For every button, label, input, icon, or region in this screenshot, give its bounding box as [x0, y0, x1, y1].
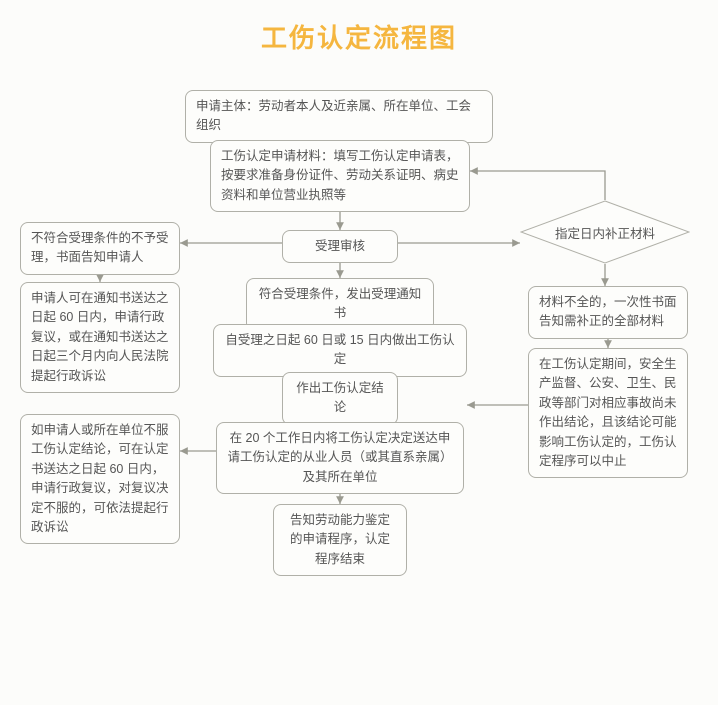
node-label: 告知劳动能力鉴定的申请程序，认定程序结束: [290, 513, 390, 566]
flow-node-n5: 申请人可在通知书送达之日起 60 日内，申请行政复议，或在通知书送达之日起三个月…: [20, 282, 180, 393]
node-label: 指定日内补正材料: [549, 223, 661, 242]
flow-node-n13: 在工伤认定期间，安全生产监督、公安、卫生、民政等部门对相应事故尚未作出结论，且该…: [528, 348, 688, 478]
node-label: 自受理之日起 60 日或 15 日内做出工伤认定: [225, 333, 454, 366]
flow-node-n4: 不符合受理条件的不予受理，书面告知申请人: [20, 222, 180, 275]
flow-node-n11: 如申请人或所在单位不服工伤认定结论，可在认定书送达之日起 60 日内，申请行政复…: [20, 414, 180, 544]
node-label: 在 20 个工作日内将工伤认定决定送达申请工伤认定的从业人员（或其直系亲属）及其…: [227, 431, 452, 484]
flow-node-n3: 受理审核: [282, 230, 398, 263]
flow-node-d1: 指定日内补正材料: [520, 200, 690, 264]
node-label: 不符合受理条件的不予受理，书面告知申请人: [31, 231, 169, 264]
flow-node-n2: 工伤认定申请材料：填写工伤认定申请表，按要求准备身份证件、劳动关系证明、病史资料…: [210, 140, 470, 212]
node-label: 受理审核: [315, 239, 365, 253]
node-label: 工伤认定申请材料：填写工伤认定申请表，按要求准备身份证件、劳动关系证明、病史资料…: [221, 149, 459, 202]
node-label: 在工伤认定期间，安全生产监督、公安、卫生、民政等部门对相应事故尚未作出结论，且该…: [539, 357, 677, 468]
node-label: 符合受理条件，发出受理通知书: [259, 287, 422, 320]
flowchart-canvas: 申请主体：劳动者本人及近亲属、所在单位、工会组织工伤认定申请材料：填写工伤认定申…: [0, 0, 718, 705]
flow-node-n7: 自受理之日起 60 日或 15 日内做出工伤认定: [213, 324, 467, 377]
node-label: 如申请人或所在单位不服工伤认定结论，可在认定书送达之日起 60 日内，申请行政复…: [31, 423, 169, 534]
flow-node-n8: 作出工伤认定结论: [282, 372, 398, 425]
flow-node-n9: 在 20 个工作日内将工伤认定决定送达申请工伤认定的从业人员（或其直系亲属）及其…: [216, 422, 464, 494]
flow-node-n1: 申请主体：劳动者本人及近亲属、所在单位、工会组织: [185, 90, 493, 143]
node-label: 作出工伤认定结论: [296, 381, 384, 414]
flow-node-n6: 符合受理条件，发出受理通知书: [246, 278, 434, 331]
node-label: 材料不全的，一次性书面告知需补正的全部材料: [539, 295, 677, 328]
node-label: 申请主体：劳动者本人及近亲属、所在单位、工会组织: [196, 99, 471, 132]
flow-node-n12: 材料不全的，一次性书面告知需补正的全部材料: [528, 286, 688, 339]
flow-node-n10: 告知劳动能力鉴定的申请程序，认定程序结束: [273, 504, 407, 576]
node-label: 申请人可在通知书送达之日起 60 日内，申请行政复议，或在通知书送达之日起三个月…: [31, 291, 169, 383]
